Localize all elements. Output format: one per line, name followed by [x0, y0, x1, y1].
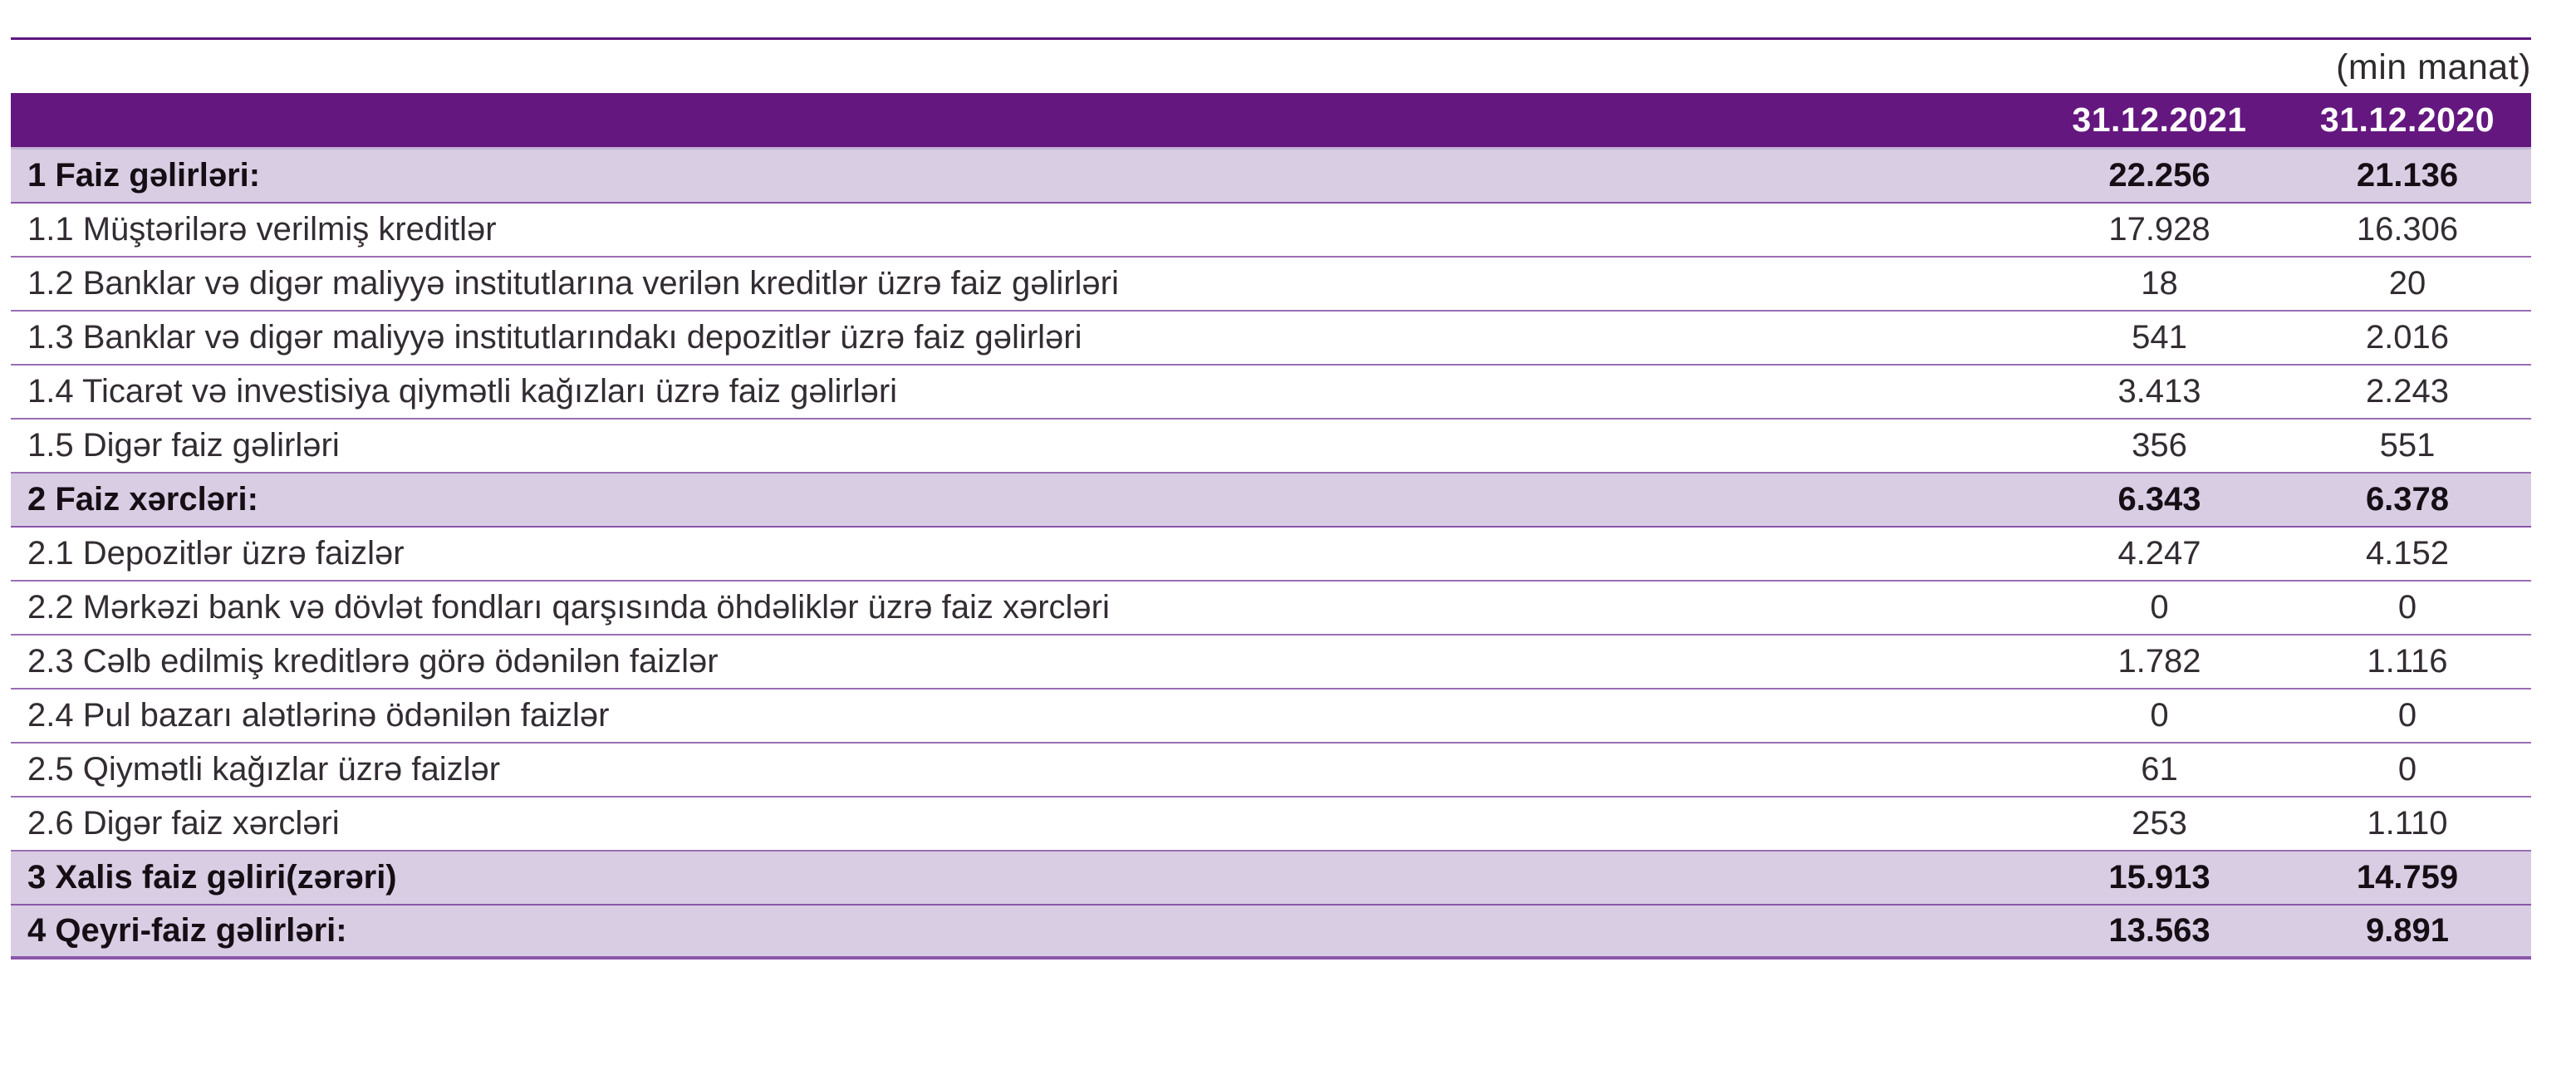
table-row: 2.2 Mərkəzi bank və dövlət fondları qarş…	[11, 582, 2531, 636]
financial-table: 31.12.2021 31.12.2020 1 Faiz gəlirləri: …	[11, 93, 2531, 960]
row-label: 1.2 Banklar və digər maliyyə institutlar…	[27, 265, 1119, 302]
col-header-2021: 31.12.2021	[2072, 101, 2247, 139]
value-2020: 20	[2388, 265, 2426, 302]
table-row: 3 Xalis faiz gəliri(zərəri) 15.913 14.75…	[11, 852, 2531, 906]
row-label: 2.4 Pul bazarı alətlərinə ödənilən faizl…	[27, 697, 610, 734]
table-row: 1.4 Ticarət və investisiya qiymətli kağı…	[11, 366, 2531, 420]
value-2020: 16.306	[2356, 211, 2459, 248]
value-2020: 0	[2397, 589, 2417, 626]
row-label: 1.5 Digər faiz gəlirləri	[27, 427, 340, 464]
value-2020: 21.136	[2356, 157, 2459, 194]
value-2021: 253	[2132, 805, 2187, 842]
row-label: 1 Faiz gəlirləri:	[27, 157, 261, 194]
row-label: 1.4 Ticarət və investisiya qiymətli kağı…	[27, 373, 898, 410]
table-row: 1.3 Banklar və digər maliyyə institutlar…	[11, 312, 2531, 366]
table-row: 4 Qeyri-faiz gəlirləri: 13.563 9.891	[11, 906, 2531, 960]
row-label: 2.3 Cəlb edilmiş kreditlərə görə ödənilə…	[27, 643, 719, 680]
value-2020: 1.110	[2367, 805, 2448, 842]
value-2020: 6.378	[2365, 481, 2450, 518]
table-row: 2.1 Depozitlər üzrə faizlər 4.247 4.152	[11, 528, 2531, 582]
value-2020: 2.016	[2365, 319, 2450, 356]
row-label: 2.6 Digər faiz xərcləri	[27, 805, 340, 842]
value-2021: 3.413	[2117, 373, 2201, 410]
value-2020: 14.759	[2356, 859, 2459, 896]
table-row: 1.2 Banklar və digər maliyyə institutlar…	[11, 258, 2531, 312]
table-row: 2 Faiz xərcləri: 6.343 6.378	[11, 474, 2531, 528]
table-row: 2.5 Qiymətli kağızlar üzrə faizlər 61 0	[11, 744, 2531, 798]
row-label: 4 Qeyri-faiz gəlirləri:	[27, 912, 347, 949]
value-2020: 0	[2397, 697, 2417, 734]
row-label: 2.5 Qiymətli kağızlar üzrə faizlər	[27, 751, 501, 788]
row-label: 2.2 Mərkəzi bank və dövlət fondları qarş…	[27, 589, 1110, 626]
value-2021: 61	[2141, 751, 2178, 788]
value-2021: 0	[2150, 589, 2169, 626]
value-2021: 541	[2132, 319, 2187, 356]
row-label: 1.3 Banklar və digər maliyyə institutlar…	[27, 319, 1082, 356]
value-2021: 22.256	[2108, 157, 2210, 194]
value-2020: 4.152	[2365, 535, 2450, 572]
top-rule	[11, 37, 2531, 40]
row-label: 1.1 Müştərilərə verilmiş kreditlər	[27, 211, 497, 248]
value-2020: 9.891	[2365, 912, 2450, 949]
table-row: 1 Faiz gəlirləri: 22.256 21.136	[11, 150, 2531, 204]
col-header-2020: 31.12.2020	[2319, 101, 2495, 139]
value-2020: 0	[2397, 751, 2417, 788]
value-2021: 17.928	[2108, 211, 2210, 248]
value-2021: 356	[2132, 427, 2187, 464]
value-2020: 2.243	[2365, 373, 2450, 410]
table-row: 1.1 Müştərilərə verilmiş kreditlər 17.92…	[11, 204, 2531, 258]
value-2020: 1.116	[2367, 643, 2448, 680]
value-2020: 551	[2379, 427, 2436, 464]
table-row: 2.4 Pul bazarı alətlərinə ödənilən faizl…	[11, 690, 2531, 744]
table-row: 1.5 Digər faiz gəlirləri 356 551	[11, 420, 2531, 474]
value-2021: 1.782	[2117, 643, 2201, 680]
row-label: 2.1 Depozitlər üzrə faizlər	[27, 535, 405, 572]
value-2021: 4.247	[2117, 535, 2201, 572]
row-label: 2 Faiz xərcləri:	[27, 481, 258, 518]
value-2021: 0	[2150, 697, 2169, 734]
table-row: 2.3 Cəlb edilmiş kreditlərə görə ödənilə…	[11, 636, 2531, 690]
table-header-row: 31.12.2021 31.12.2020	[11, 93, 2531, 150]
row-label: 3 Xalis faiz gəliri(zərəri)	[27, 859, 397, 896]
value-2021: 6.343	[2117, 481, 2201, 518]
table-body: 1 Faiz gəlirləri: 22.256 21.136 1.1 Müşt…	[11, 150, 2531, 960]
value-2021: 15.913	[2108, 859, 2210, 896]
value-2021: 18	[2141, 265, 2178, 302]
unit-note: (min manat)	[2336, 47, 2531, 87]
value-2021: 13.563	[2108, 912, 2210, 949]
table-row: 2.6 Digər faiz xərcləri 253 1.110	[11, 798, 2531, 852]
